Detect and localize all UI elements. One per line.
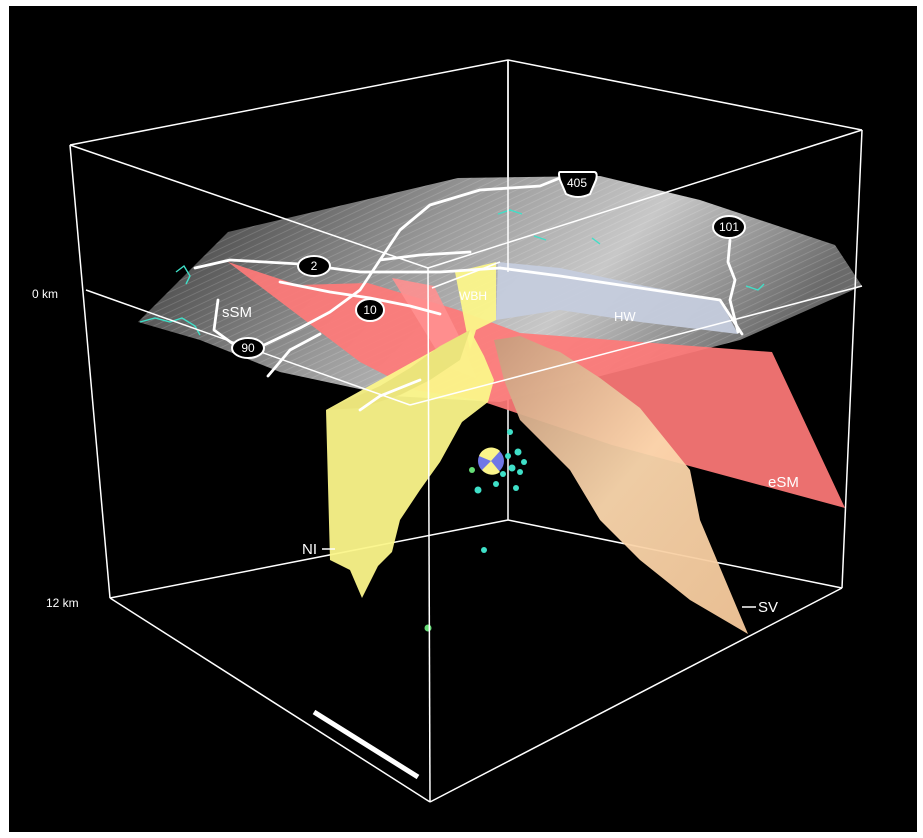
region-label-ssm: sSM bbox=[222, 304, 252, 321]
mainshock-focal-mechanism bbox=[478, 447, 504, 475]
fault-plane-hw bbox=[496, 262, 738, 334]
region-label-ni: NI bbox=[302, 541, 317, 558]
highway-405-label: 405 bbox=[567, 176, 587, 190]
scale-bar bbox=[312, 709, 420, 780]
region-label-wbh: WBH bbox=[459, 289, 487, 303]
highway-10-label: 10 bbox=[363, 303, 377, 317]
depth-label-bottom: 12 km bbox=[46, 596, 79, 610]
coastline-lines bbox=[139, 209, 765, 336]
highway-90-shield: 90 bbox=[231, 337, 265, 359]
highway-90-label: 90 bbox=[241, 341, 255, 355]
highway-101-shield: 101 bbox=[712, 215, 746, 239]
region-label-sv: SV bbox=[758, 599, 778, 616]
aftershock-events bbox=[424, 429, 527, 632]
region-label-esm: eSM bbox=[768, 474, 799, 491]
highway-405-shield: 405 bbox=[558, 171, 598, 198]
highway-101-label: 101 bbox=[719, 220, 739, 234]
highway-2-label: 2 bbox=[311, 259, 318, 273]
fault-plane-ni bbox=[326, 262, 496, 598]
depth-label-top: 0 km bbox=[32, 287, 58, 301]
highway-2-shield: 2 bbox=[297, 255, 331, 277]
box-front-edges bbox=[69, 59, 863, 803]
region-label-hw: HW bbox=[614, 309, 636, 324]
fault-plane-sv bbox=[494, 336, 748, 634]
highway-10-shield: 10 bbox=[355, 298, 385, 322]
